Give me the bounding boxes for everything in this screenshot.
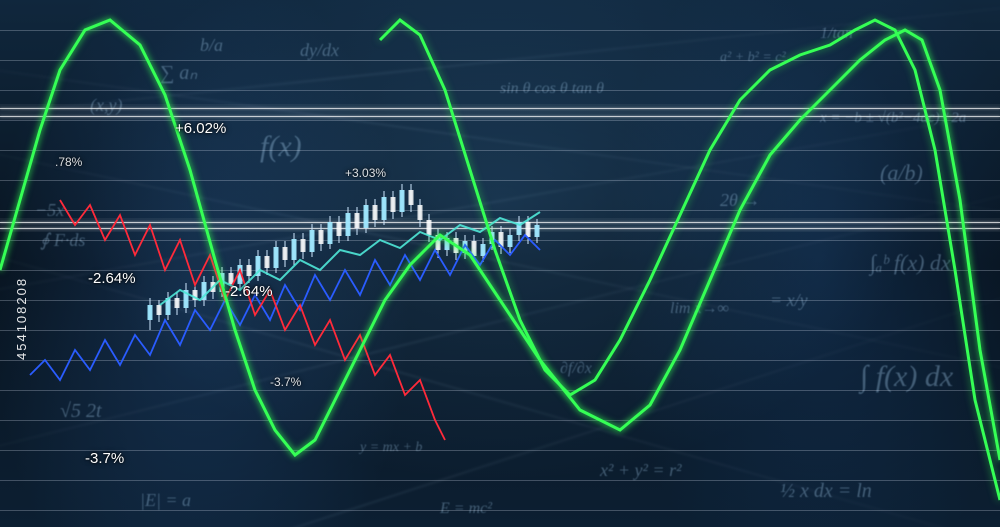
green-primary-glow (0, 20, 1000, 460)
pct-label: -2.64% (88, 270, 136, 287)
red-series-line (60, 200, 445, 440)
chart-stage: f(x)∫ f(x) dx∫ₐᵇ f(x) dxx = −b ± √(b²−4a… (0, 0, 1000, 527)
green-primary-line (0, 20, 1000, 460)
line-series-layer (0, 0, 1000, 527)
pct-label: .78% (55, 155, 82, 169)
blue-series-line (30, 235, 540, 380)
pct-label: -3.7% (270, 375, 301, 389)
pct-label: -3.7% (85, 450, 124, 467)
pct-label: +3.03% (345, 166, 386, 180)
pct-label: -2.64% (225, 283, 273, 300)
watermark-text: 454108208 (14, 277, 29, 360)
pct-label: +6.02% (175, 120, 226, 137)
